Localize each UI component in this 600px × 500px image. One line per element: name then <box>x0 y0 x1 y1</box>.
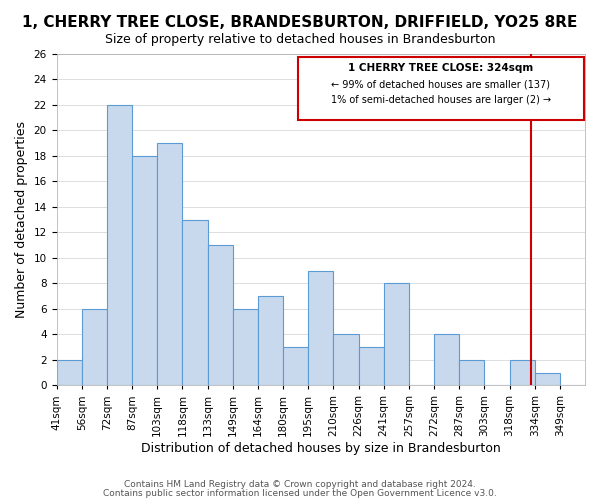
Bar <box>182 220 208 386</box>
Text: Size of property relative to detached houses in Brandesburton: Size of property relative to detached ho… <box>105 32 495 46</box>
Bar <box>132 156 157 386</box>
Bar <box>258 296 283 386</box>
Bar <box>283 347 308 386</box>
Bar <box>509 360 535 386</box>
FancyBboxPatch shape <box>298 56 584 120</box>
Bar <box>157 143 182 386</box>
Bar <box>107 105 132 386</box>
Bar <box>233 309 258 386</box>
X-axis label: Distribution of detached houses by size in Brandesburton: Distribution of detached houses by size … <box>141 442 500 455</box>
Bar <box>334 334 359 386</box>
Bar <box>359 347 383 386</box>
Bar <box>56 360 82 386</box>
Bar <box>535 372 560 386</box>
Bar <box>434 334 459 386</box>
Bar <box>459 360 484 386</box>
Y-axis label: Number of detached properties: Number of detached properties <box>15 121 28 318</box>
Bar <box>82 309 107 386</box>
Text: 1 CHERRY TREE CLOSE: 324sqm: 1 CHERRY TREE CLOSE: 324sqm <box>349 63 533 73</box>
Text: 1% of semi-detached houses are larger (2) →: 1% of semi-detached houses are larger (2… <box>331 95 551 105</box>
Bar <box>383 284 409 386</box>
Text: 1, CHERRY TREE CLOSE, BRANDESBURTON, DRIFFIELD, YO25 8RE: 1, CHERRY TREE CLOSE, BRANDESBURTON, DRI… <box>22 15 578 30</box>
Text: ← 99% of detached houses are smaller (137): ← 99% of detached houses are smaller (13… <box>331 80 550 90</box>
Bar <box>308 270 334 386</box>
Bar <box>208 245 233 386</box>
Text: Contains public sector information licensed under the Open Government Licence v3: Contains public sector information licen… <box>103 488 497 498</box>
Text: Contains HM Land Registry data © Crown copyright and database right 2024.: Contains HM Land Registry data © Crown c… <box>124 480 476 489</box>
